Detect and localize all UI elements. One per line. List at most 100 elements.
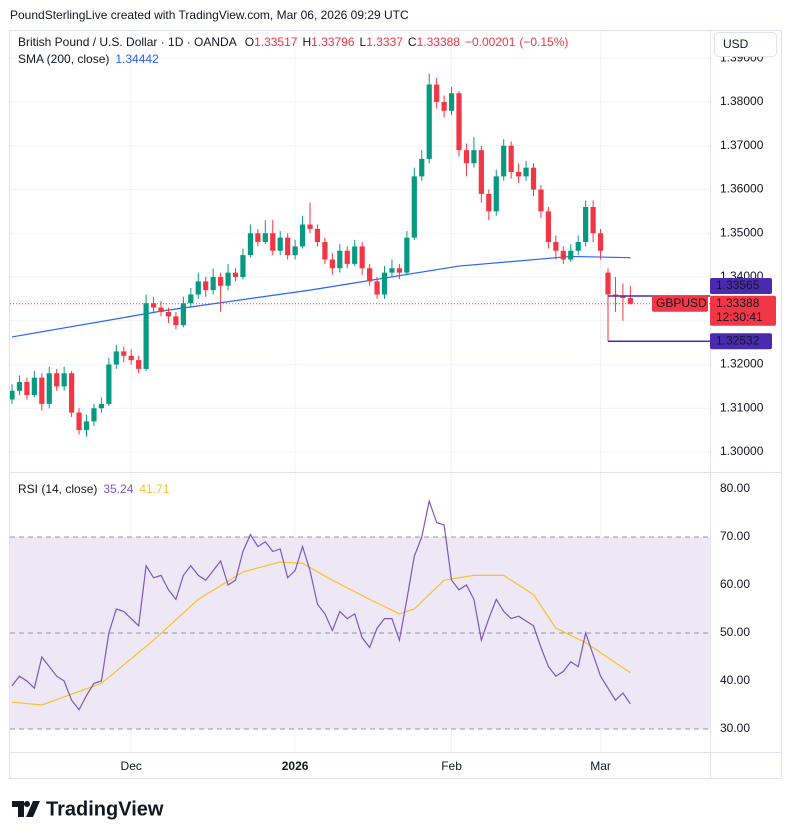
candle-body [411, 176, 417, 238]
y-tick-label: 1.32000 [720, 357, 764, 371]
candle-body [232, 272, 239, 278]
symbol-label: GBPUSD [656, 296, 707, 310]
candle-body [180, 303, 186, 326]
rsi-tick-label: 80.00 [720, 481, 750, 495]
currency-button[interactable]: USD [714, 32, 777, 57]
candle-body [61, 373, 67, 387]
candle-body [627, 298, 633, 304]
high-value: 1.33796 [311, 35, 355, 49]
candle-body [471, 150, 477, 164]
y-tick-label: 1.36000 [720, 182, 764, 196]
candle-body [247, 233, 254, 256]
rsi-ma-line [11, 561, 631, 706]
countdown-label: 12:30:41 [716, 310, 763, 324]
button-box[interactable] [714, 32, 777, 57]
sma-value: 1.34442 [115, 52, 159, 66]
candle-body [493, 176, 499, 212]
candle-body [136, 360, 142, 369]
candle-body [337, 250, 343, 269]
price-axis: 1.300001.310001.320001.330001.340001.350… [720, 50, 764, 458]
candle-body [583, 207, 589, 243]
ohlc-label: H [302, 35, 311, 49]
rsi-tick-label: 30.00 [720, 721, 750, 735]
price-label: 1.33388 [716, 296, 760, 310]
change: −0.00201 [465, 35, 516, 49]
ohlc-label: C [408, 35, 417, 49]
candle-body [143, 303, 149, 369]
y-tick-label: 1.30000 [720, 444, 764, 458]
currency-label[interactable]: USD [723, 37, 749, 51]
candle-body [359, 246, 365, 269]
level-label: 1.32532 [716, 333, 760, 347]
change-pct: (−0.15%) [519, 35, 568, 49]
candle-body [352, 246, 358, 264]
candle-body [255, 233, 261, 243]
candle-body [426, 84, 432, 159]
price-legend: British Pound / U.S. Dollar · 1D · OANDA… [18, 35, 568, 49]
candle-body [545, 211, 552, 243]
candle-body [128, 355, 134, 361]
plot-layer: 1.300001.310001.320001.330001.340001.350… [10, 31, 776, 773]
level-label-box [710, 333, 772, 350]
low-value: 1.3337 [366, 35, 403, 49]
logo: TradingView [12, 798, 164, 820]
candle-body [91, 408, 97, 422]
candle-body [165, 312, 172, 317]
sma-legend: SMA (200, close) 1.34442 [18, 52, 159, 66]
rsi-tick-label: 40.00 [720, 673, 750, 687]
logo-text: TradingView [46, 798, 164, 820]
y-tick-label: 1.38000 [720, 94, 764, 108]
candle-body [478, 150, 484, 194]
rsi-legend: RSI (14, close) 35.24 41.71 [18, 482, 170, 496]
candle-body [329, 259, 335, 269]
candle-body [76, 412, 82, 431]
candle-body [31, 377, 37, 396]
candle-body [553, 242, 559, 251]
candle-body [98, 403, 105, 409]
rsi-tick-label: 70.00 [720, 529, 750, 543]
candle-body [448, 93, 455, 111]
rsi-tick-label: 50.00 [720, 625, 750, 639]
candle-body [612, 294, 619, 296]
candle-body [299, 224, 306, 247]
candle-body [389, 268, 395, 273]
candle-body [590, 207, 596, 234]
candle-body [277, 237, 283, 251]
candle-body [292, 246, 298, 256]
ohlc-label: L [360, 35, 367, 49]
candle-body [203, 281, 209, 291]
x-tick-label: Mar [590, 759, 611, 773]
candle-body [46, 373, 52, 404]
candle-body [322, 242, 328, 260]
candle-body [188, 294, 194, 304]
candle-body [456, 93, 462, 151]
attribution: PoundSterlingLive created with TradingVi… [10, 8, 409, 22]
candle-body [195, 281, 201, 295]
candle-body [314, 228, 321, 243]
candle-body [307, 224, 313, 229]
candle-body [404, 237, 410, 273]
candle-body [441, 102, 447, 111]
candle-body [210, 277, 216, 291]
candle-body [463, 150, 470, 164]
candle-body [486, 193, 492, 212]
candle-body [419, 158, 425, 177]
candle-body [240, 255, 246, 278]
candle-body [54, 373, 60, 387]
candle-body [10, 390, 15, 400]
y-tick-label: 1.37000 [720, 138, 764, 152]
candle-body [262, 233, 268, 243]
rsi-line [11, 498, 631, 711]
frame [9, 30, 782, 779]
y-tick-label: 1.35000 [720, 225, 764, 239]
candle-body [218, 277, 224, 286]
candle-body [367, 268, 373, 282]
candle-body [173, 316, 179, 326]
candle-body [501, 145, 507, 177]
candle-body [568, 250, 574, 260]
candle-body [605, 272, 611, 295]
candle-body [523, 167, 529, 177]
candle-body [39, 377, 45, 404]
